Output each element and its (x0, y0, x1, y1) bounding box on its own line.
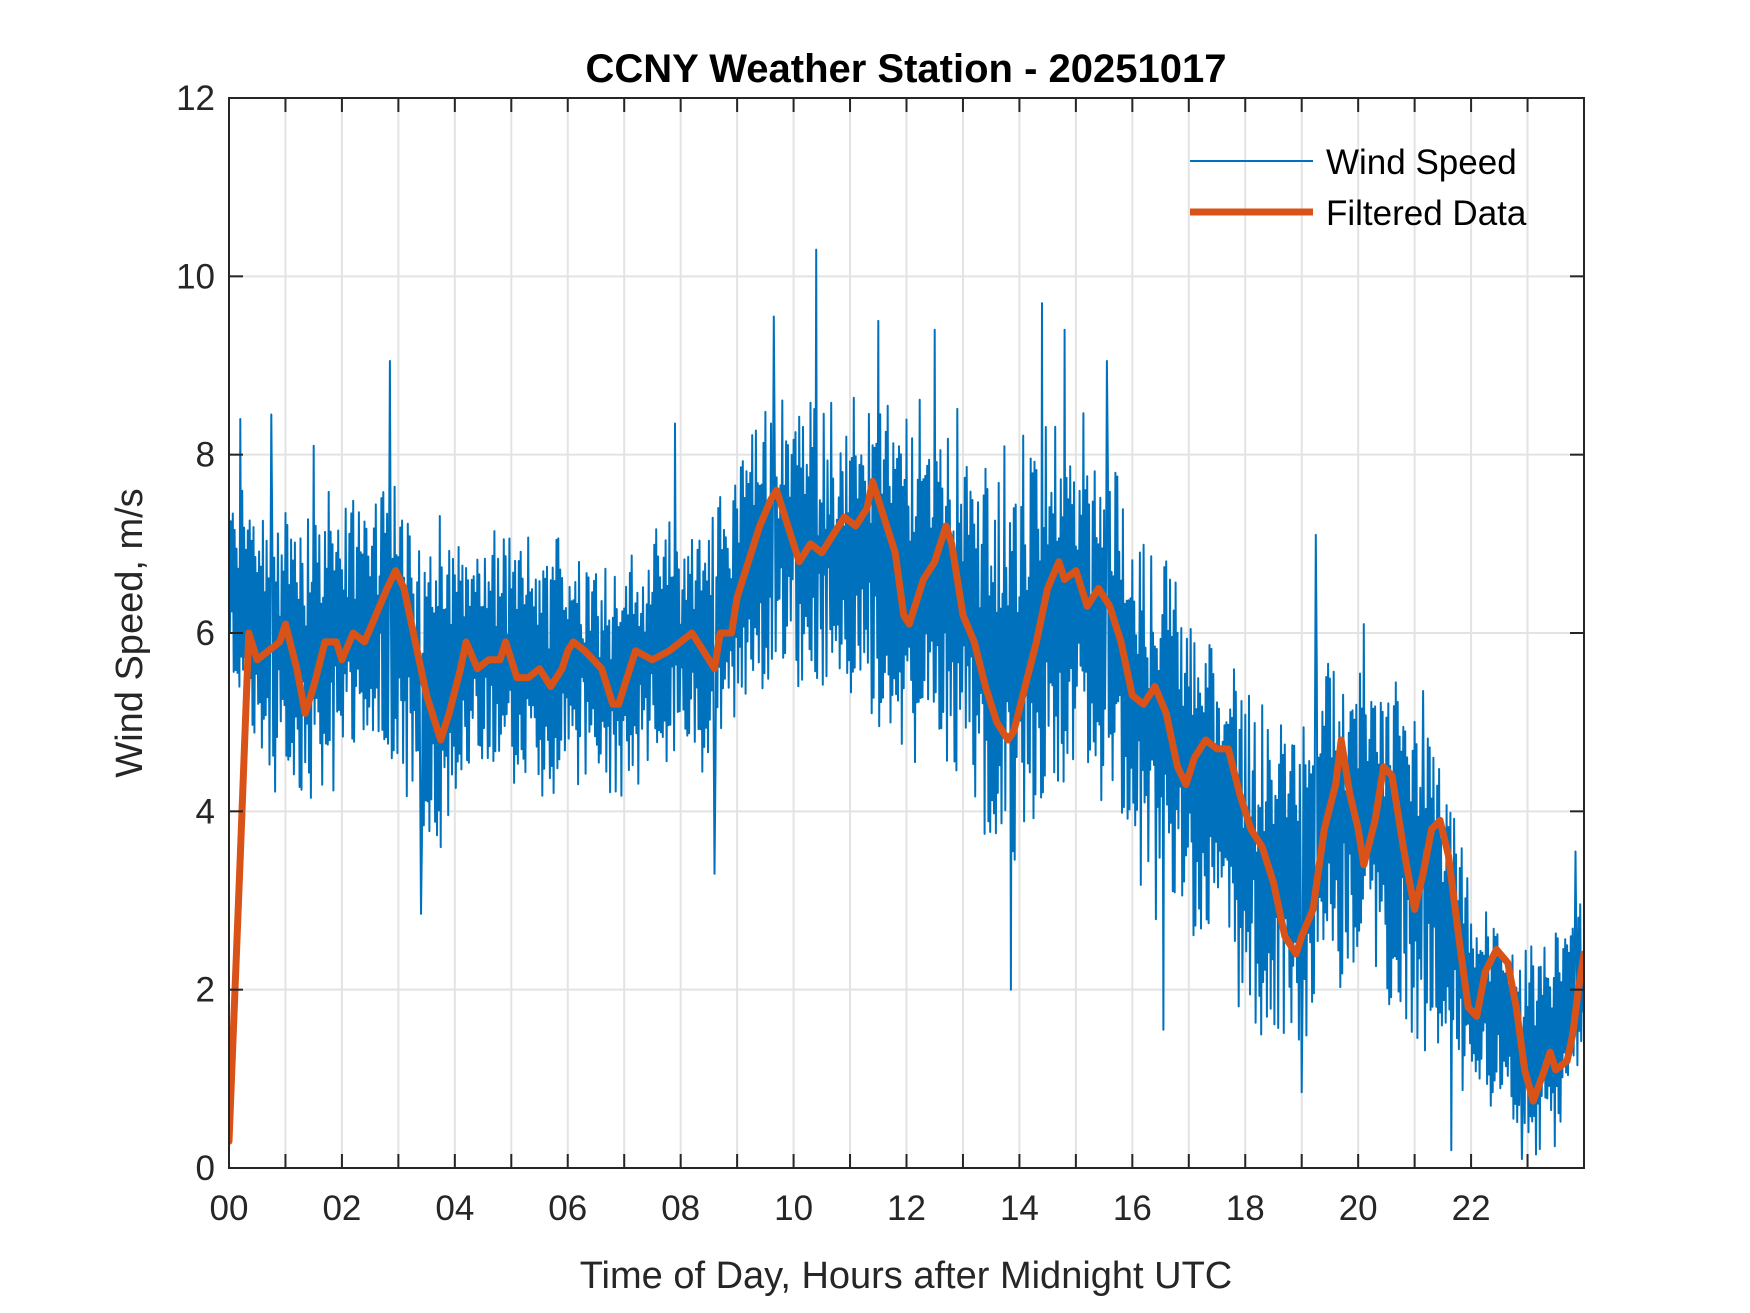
legend-label-wind-speed: Wind Speed (1326, 143, 1517, 182)
chart-title: CCNY Weather Station - 20251017 (586, 47, 1227, 91)
filtered-data-line (229, 477, 1584, 1145)
y-tick-label: 0 (196, 1149, 215, 1188)
x-tick-label: 08 (661, 1189, 700, 1228)
x-tick-labels: 00 02 04 06 08 10 12 14 16 18 20 22 (210, 1189, 1491, 1228)
x-tick-label: 14 (1000, 1189, 1039, 1228)
y-tick-label: 8 (196, 436, 215, 475)
y-tick-label: 2 (196, 971, 215, 1010)
x-tick-label: 10 (774, 1189, 813, 1228)
x-tick-label: 18 (1226, 1189, 1265, 1228)
x-tick-label: 22 (1452, 1189, 1491, 1228)
wind-speed-series (229, 248, 1584, 1161)
y-axis-label: Wind Speed, m/s (109, 488, 151, 777)
x-tick-label: 16 (1113, 1189, 1152, 1228)
y-tick-label: 12 (176, 79, 215, 118)
x-tick-label: 00 (210, 1189, 249, 1228)
filtered-data-series (229, 477, 1584, 1145)
legend: Wind Speed Filtered Data (1190, 143, 1527, 233)
plot-area (229, 248, 1584, 1161)
x-tick-label: 04 (435, 1189, 474, 1228)
axes-box (228, 97, 1585, 1169)
x-tick-label: 02 (322, 1189, 361, 1228)
legend-label-filtered-data: Filtered Data (1326, 194, 1527, 233)
x-tick-label: 06 (548, 1189, 587, 1228)
y-tick-labels: 0 2 4 6 8 10 12 (176, 79, 215, 1188)
wind-speed-line (229, 248, 1584, 1161)
y-tick-label: 6 (196, 614, 215, 653)
x-tick-label: 12 (887, 1189, 926, 1228)
x-tick-label: 20 (1339, 1189, 1378, 1228)
x-axis-label: Time of Day, Hours after Midnight UTC (580, 1255, 1233, 1297)
y-tick-label: 4 (196, 792, 215, 831)
y-tick-label: 10 (176, 257, 215, 296)
